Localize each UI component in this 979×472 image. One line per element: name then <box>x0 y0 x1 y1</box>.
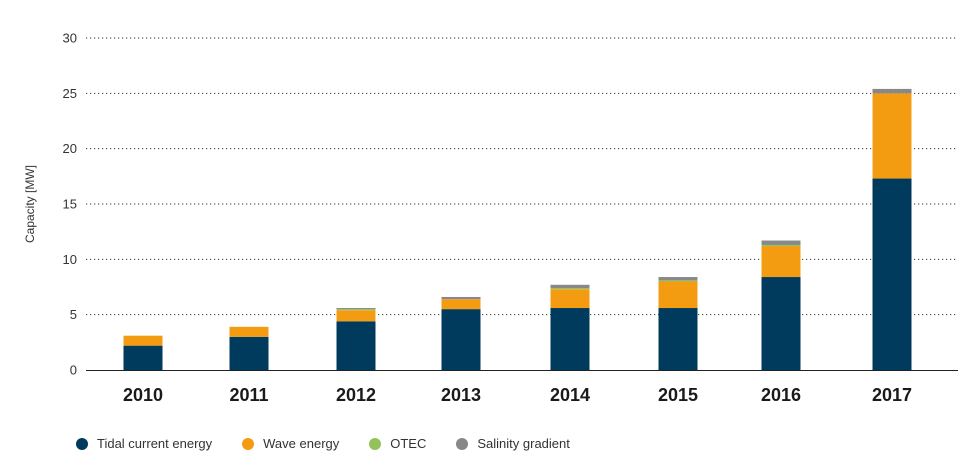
bar-segment-tidal-current-energy <box>872 178 912 370</box>
x-tick-label: 2016 <box>761 385 801 405</box>
bar-segment-tidal-current-energy <box>123 345 163 370</box>
legend-item: Wave energy <box>242 436 339 451</box>
y-axis-title: Capacity [MW] <box>23 165 37 243</box>
bar-segment-tidal-current-energy <box>229 336 269 370</box>
bar-segment-tidal-current-energy <box>441 309 481 370</box>
x-tick-label: 2010 <box>123 385 163 405</box>
bar-segment-tidal-current-energy <box>761 277 801 370</box>
y-tick-label: 10 <box>63 252 77 267</box>
bar-segment-wave-energy <box>550 289 590 309</box>
y-tick-label: 0 <box>70 363 77 378</box>
bar-segment-otec <box>336 309 376 311</box>
bar-segment-salinity-gradient <box>550 284 590 289</box>
bar-segment-otec <box>658 280 698 282</box>
bar-segment-wave-energy <box>761 246 801 278</box>
y-tick-label: 25 <box>63 86 77 101</box>
bar-segment-salinity-gradient <box>872 88 912 94</box>
bars <box>123 88 912 370</box>
bar-segment-otec <box>550 288 590 290</box>
y-axis-ticks: 0 5 10 15 20 25 30 <box>63 31 77 378</box>
x-tick-label: 2011 <box>229 385 268 405</box>
bar-segment-wave-energy <box>336 310 376 322</box>
legend-swatch <box>76 437 88 450</box>
bar-segment-wave-energy <box>123 335 163 346</box>
legend-item: Tidal current energy <box>76 436 212 451</box>
bar-segment-tidal-current-energy <box>550 308 590 370</box>
bar-segment-salinity-gradient <box>761 240 801 245</box>
chart-legend: Tidal current energy Wave energy OTEC Salin… <box>76 436 600 451</box>
bar-segment-tidal-current-energy <box>336 321 376 370</box>
bar-segment-wave-energy <box>872 93 912 179</box>
bar-segment-salinity-gradient <box>441 296 481 300</box>
legend-item: OTEC <box>369 436 426 451</box>
bar-segment-salinity-gradient <box>336 308 376 310</box>
bar-segment-wave-energy <box>658 281 698 309</box>
legend-label: Wave energy <box>263 436 340 451</box>
x-tick-label: 2014 <box>550 385 590 405</box>
legend-swatch <box>369 437 382 450</box>
legend-item: Salinity gradient <box>456 436 570 451</box>
y-tick-label: 30 <box>63 31 77 46</box>
y-tick-label: 5 <box>70 307 77 322</box>
bar-segment-wave-energy <box>229 326 269 337</box>
x-tick-label: 2012 <box>336 385 376 405</box>
x-axis-ticks: 2010 2011 2012 2013 2014 2015 2016 2017 <box>123 385 912 405</box>
legend-label: Salinity gradient <box>477 436 570 451</box>
bar-segment-salinity-gradient <box>658 277 698 281</box>
bar-segment-tidal-current-energy <box>658 308 698 370</box>
x-tick-label: 2017 <box>872 385 912 405</box>
gridlines <box>86 37 958 316</box>
legend-swatch <box>456 437 469 450</box>
x-tick-label: 2015 <box>658 385 698 405</box>
bar-segment-otec <box>761 244 801 247</box>
legend-swatch <box>242 437 255 450</box>
legend-label: OTEC <box>390 436 427 451</box>
y-tick-label: 15 <box>63 197 77 212</box>
bar-segment-wave-energy <box>441 299 481 310</box>
y-tick-label: 20 <box>63 141 77 156</box>
legend-label: Tidal current energy <box>97 436 213 451</box>
x-tick-label: 2013 <box>441 385 481 405</box>
